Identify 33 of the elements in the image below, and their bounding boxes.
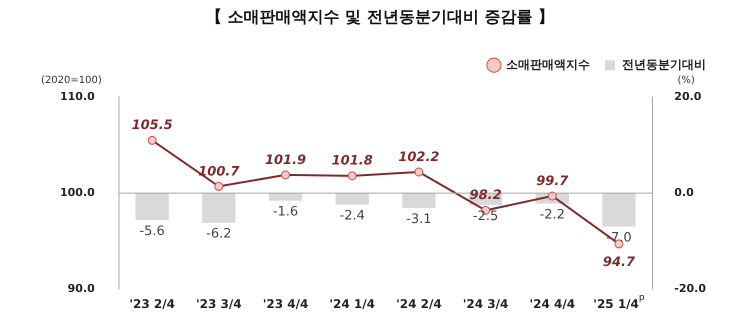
data-label: -3.1 [406, 212, 432, 227]
y2-axis-title: (%) [677, 74, 695, 86]
data-label: -6.2 [206, 226, 232, 242]
data-label: 94.7 [602, 254, 636, 270]
data-label: 102.2 [398, 150, 440, 165]
data-label: 99.7 [536, 174, 570, 189]
x-tick-label: '24 1/4 [329, 297, 376, 312]
data-label: -1.6 [272, 204, 298, 220]
data-label: 98.2 [470, 188, 502, 204]
data-label: -2.5 [472, 208, 498, 224]
data-label: 101.9 [264, 152, 306, 168]
x-tick-label: '23 2/4 [129, 297, 175, 312]
data-label: -2.2 [540, 208, 565, 223]
y-tick-label: 100.0 [60, 186, 96, 199]
y2-tick-label: 20.0 [674, 90, 702, 104]
y2-tick-label: -20.0 [674, 282, 706, 295]
x-tick-label: '23 3/4 [196, 297, 242, 312]
x-tick-label: '24 2/4 [396, 297, 442, 312]
chart-title: 【 소매판매액지수 및 전년동분기대비 증감률 】 [206, 6, 554, 26]
y-tick-label: 110.0 [60, 90, 96, 104]
data-label: -5.6 [139, 224, 165, 239]
x-tick-label: '23 4/4 [262, 297, 308, 312]
data-label: -2.4 [340, 208, 365, 224]
y-tick-label: 90.0 [68, 282, 96, 295]
x-tick-label: '24 4/4 [529, 297, 576, 312]
legend-label: 소매판매액지수 [506, 57, 590, 72]
data-label: 100.7 [198, 164, 240, 180]
x-tick-label: '24 3/4 [462, 297, 508, 312]
y-axis-title: (2020=100) [41, 74, 102, 86]
y2-tick-label: 0.0 [674, 186, 694, 199]
data-label: 101.8 [332, 154, 373, 169]
data-label: 105.5 [132, 118, 173, 134]
legend-label: 전년동분기대비 [622, 57, 706, 72]
